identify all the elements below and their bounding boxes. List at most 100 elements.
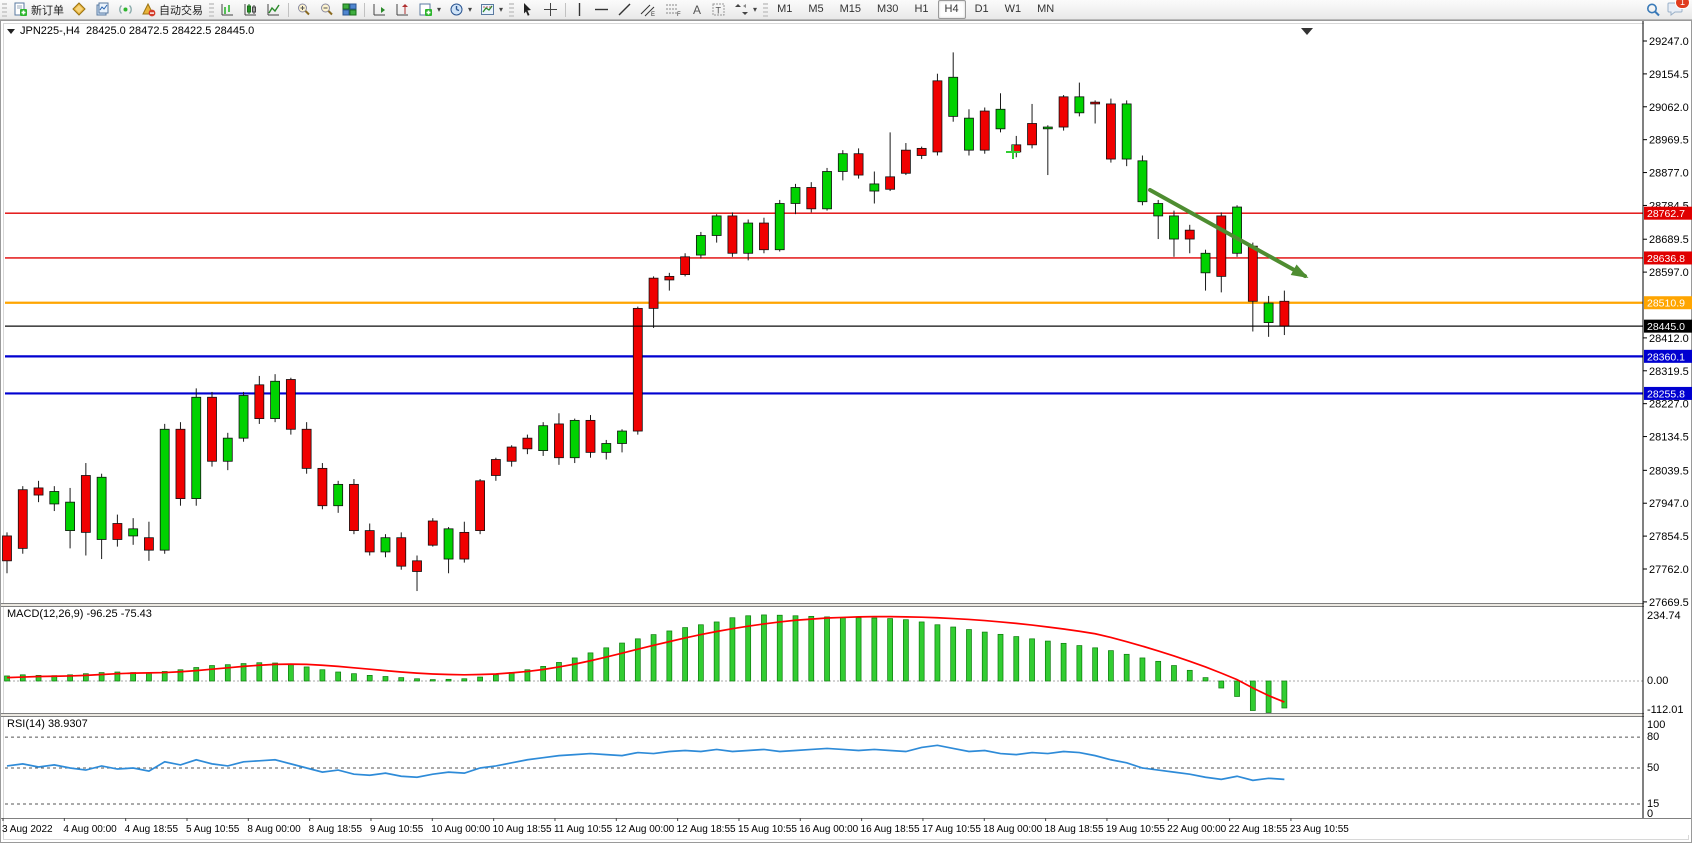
autotrading-label: 自动交易 <box>159 4 203 17</box>
fibonacci-button[interactable]: F <box>661 1 686 18</box>
toolbar-separator <box>364 2 365 17</box>
timeframe-w1-button[interactable]: W1 <box>1004 3 1022 15</box>
new-order-button[interactable]: 新订单 <box>9 1 68 18</box>
svg-text:50: 50 <box>1647 762 1659 774</box>
channel-icon: E <box>640 2 657 18</box>
tile-windows-button[interactable] <box>338 1 361 18</box>
templates-button[interactable]: ▾ <box>476 1 507 18</box>
text-label-icon: T <box>711 2 726 17</box>
periods-button[interactable]: ▾ <box>445 1 476 18</box>
cursor-button[interactable] <box>516 1 539 18</box>
svg-text:27762.0: 27762.0 <box>1649 564 1689 576</box>
svg-text:100: 100 <box>1647 719 1665 731</box>
line-chart-icon <box>266 2 281 17</box>
timeframe-mn-button[interactable]: MN <box>1037 3 1055 15</box>
new-order-icon <box>13 2 28 17</box>
vertical-line-icon <box>573 2 586 17</box>
timeframe-d1-button[interactable]: D1 <box>974 3 989 15</box>
dropdown-caret-icon: ▾ <box>753 5 758 14</box>
toolbar-grip <box>763 2 769 17</box>
svg-text:18 Aug 00:00: 18 Aug 00:00 <box>983 824 1042 835</box>
svg-text:28319.5: 28319.5 <box>1649 366 1689 378</box>
svg-text:22 Aug 18:55: 22 Aug 18:55 <box>1229 824 1288 835</box>
symbol-dropdown-icon[interactable] <box>7 28 15 34</box>
svg-text:15 Aug 10:55: 15 Aug 10:55 <box>738 824 797 835</box>
svg-text:28445.0: 28445.0 <box>1647 321 1685 333</box>
signals-button[interactable] <box>114 1 137 18</box>
svg-text:28762.7: 28762.7 <box>1647 208 1685 220</box>
profiles-button[interactable] <box>91 1 114 18</box>
chart-shift-button[interactable] <box>391 1 414 18</box>
candlestick-chart-button[interactable] <box>239 1 262 18</box>
svg-text:16 Aug 00:00: 16 Aug 00:00 <box>799 824 858 835</box>
svg-text:234.74: 234.74 <box>1647 610 1681 622</box>
auto-scroll-icon <box>372 2 387 17</box>
toolbar-grip <box>2 2 7 17</box>
dropdown-caret-icon: ▾ <box>499 5 504 14</box>
macd-indicator-label: MACD(12,26,9) -96.25 -75.43 <box>7 608 152 620</box>
community-button[interactable]: 1 <box>1667 0 1690 19</box>
profiles-icon <box>95 2 110 17</box>
cursor-icon <box>520 2 535 17</box>
zoom-out-icon <box>319 2 334 17</box>
bar-chart-button[interactable] <box>216 1 239 18</box>
arrows-button[interactable]: ▾ <box>730 1 761 18</box>
text-icon: A <box>690 2 703 17</box>
search-icon[interactable] <box>1645 2 1661 18</box>
timeframe-h4-button[interactable]: H4 <box>937 0 966 19</box>
horizontal-line-icon <box>594 2 609 17</box>
svg-text:27854.5: 27854.5 <box>1649 531 1689 543</box>
tile-windows-icon <box>342 2 357 17</box>
chart-shift-icon <box>395 2 410 17</box>
timeframe-m30-button[interactable]: M30 <box>877 3 899 15</box>
zoom-out-button[interactable] <box>315 1 338 18</box>
horizontal-line-button[interactable] <box>590 1 613 18</box>
market-watch-button[interactable] <box>68 1 91 18</box>
autotrading-button[interactable]: 自动交易 <box>137 1 207 18</box>
svg-text:15: 15 <box>1647 798 1659 810</box>
svg-text:22 Aug 00:00: 22 Aug 00:00 <box>1167 824 1226 835</box>
trendline-icon <box>617 2 632 17</box>
timeframe-m1-button[interactable]: M1 <box>777 3 793 15</box>
svg-text:27947.0: 27947.0 <box>1649 498 1689 510</box>
svg-text:28412.0: 28412.0 <box>1649 333 1689 345</box>
new-chart-button[interactable]: ▾ <box>414 1 445 18</box>
svg-text:10 Aug 18:55: 10 Aug 18:55 <box>493 824 552 835</box>
svg-text:28360.1: 28360.1 <box>1647 351 1685 363</box>
toolbar-separator <box>288 2 289 17</box>
toolbar-grip <box>509 2 515 17</box>
timeframe-m15-button[interactable]: M15 <box>839 3 862 15</box>
trendline-button[interactable] <box>613 1 636 18</box>
svg-text:28510.9: 28510.9 <box>1647 298 1685 310</box>
text-button[interactable]: A <box>686 1 707 18</box>
vertical-line-button[interactable] <box>569 1 590 18</box>
svg-text:29154.5: 29154.5 <box>1649 69 1689 81</box>
svg-text:28636.8: 28636.8 <box>1647 253 1685 265</box>
dropdown-caret-icon: ▾ <box>468 5 473 14</box>
svg-text:T: T <box>716 6 722 16</box>
timeframe-m5-button[interactable]: M5 <box>808 3 824 15</box>
crosshair-button[interactable] <box>539 1 562 18</box>
auto-scroll-button[interactable] <box>368 1 391 18</box>
zoom-in-button[interactable] <box>292 1 315 18</box>
text-label-button[interactable]: T <box>707 1 730 18</box>
svg-text:28597.0: 28597.0 <box>1649 267 1689 279</box>
svg-text:9 Aug 10:55: 9 Aug 10:55 <box>370 824 424 835</box>
equidistant-channel-button[interactable]: E <box>636 1 661 18</box>
bar-chart-icon <box>220 2 235 17</box>
timeframe-h1-button[interactable]: H1 <box>914 3 929 15</box>
svg-text:0: 0 <box>1647 808 1653 820</box>
svg-text:-112.01: -112.01 <box>1647 704 1684 716</box>
dropdown-caret-icon: ▾ <box>437 5 442 14</box>
symbol-label: JPN225-,H4 28425.0 28472.5 28422.5 28445… <box>7 25 254 37</box>
svg-text:E: E <box>651 12 655 17</box>
notification-badge: 1 <box>1674 0 1690 9</box>
symbol-ohlc-text: JPN225-,H4 28425.0 28472.5 28422.5 28445… <box>20 25 255 37</box>
line-chart-button[interactable] <box>262 1 285 18</box>
toolbar-separator <box>565 2 567 17</box>
svg-text:29247.0: 29247.0 <box>1649 36 1689 48</box>
timeframe-toolbar: M1 M5 M15 M30 H1 H4 D1 W1 MN <box>770 0 1061 19</box>
svg-text:80: 80 <box>1647 731 1659 743</box>
toolbar-grip <box>209 2 214 17</box>
